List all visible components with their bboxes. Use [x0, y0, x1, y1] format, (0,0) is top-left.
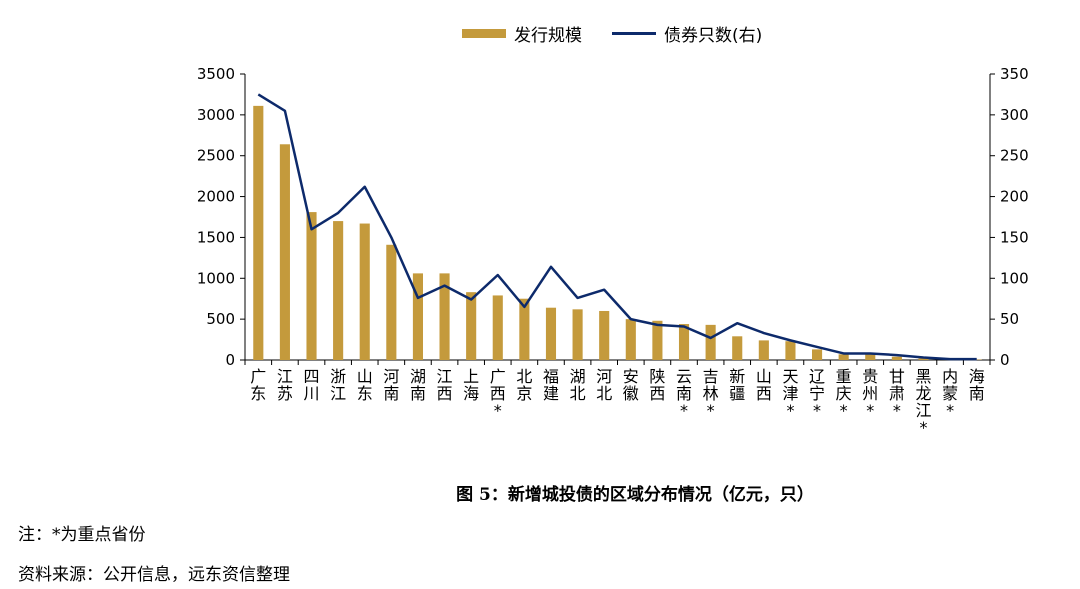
y-tick-label-left: 1000 — [197, 269, 235, 287]
footnote: 注：*为重点省份 — [18, 525, 146, 545]
y-tick-label-right: 300 — [1000, 106, 1029, 124]
x-tick-label: 浙江 — [330, 367, 346, 403]
x-tick-label: 安徽 — [623, 367, 639, 403]
x-tick-label: 新疆 — [729, 367, 745, 403]
bar — [253, 105, 264, 361]
bar — [758, 340, 769, 360]
bar — [732, 336, 743, 360]
x-tick-label: 海南 — [969, 367, 985, 403]
x-tick-label: 四川 — [304, 367, 320, 403]
legend-item-bar: 发行规模 — [462, 21, 582, 46]
bar — [333, 221, 344, 360]
bar — [466, 292, 477, 360]
chart-svg: 0 500 1000 1500 2000 2500 3000 3500 0 50 100 150 200… — [197, 65, 1029, 437]
bar — [439, 273, 450, 360]
x-tick-label: 山东 — [357, 367, 373, 403]
source-note: 资料来源：公开信息，远东资信整理 — [18, 565, 290, 585]
y-tick-label-right: 150 — [1000, 228, 1029, 246]
bar — [652, 320, 663, 360]
bar — [306, 212, 317, 360]
x-tick-label: 天津* — [782, 367, 798, 420]
x-tick-label: 山西 — [756, 367, 772, 403]
legend-swatch-bar — [462, 28, 506, 38]
x-tick-label: 云南* — [676, 367, 692, 420]
bar — [359, 223, 370, 360]
y-tick-label-left: 3000 — [197, 106, 235, 124]
bar — [891, 356, 902, 360]
x-tick-label: 内蒙* — [942, 367, 958, 420]
bar — [519, 298, 530, 360]
x-tick-label: 湖北 — [570, 367, 586, 403]
line-series — [257, 93, 977, 361]
bar — [572, 309, 583, 360]
x-tick-label: 辽宁* — [809, 367, 825, 420]
y-tick-label-right: 350 — [1000, 65, 1029, 83]
x-tick-label: 江苏 — [277, 367, 293, 403]
y-tick-label-right: 100 — [1000, 269, 1029, 287]
x-tick-label: 湖南 — [410, 367, 426, 403]
legend-label-bar: 发行规模 — [514, 25, 582, 46]
bar — [838, 354, 849, 360]
x-tick-label: 贵州* — [862, 367, 878, 420]
bar — [811, 349, 823, 360]
y-tick-label-left: 0 — [225, 351, 235, 369]
x-tick-label: 江西 — [437, 367, 453, 403]
bar — [599, 310, 610, 360]
bar — [705, 324, 716, 360]
x-tick-label: 福建 — [543, 367, 559, 403]
x-tick-label: 河北 — [596, 367, 612, 403]
x-tick-label: 吉林* — [703, 367, 719, 420]
x-tick-label: 甘肃* — [889, 367, 905, 420]
x-tick-label: 上海 — [463, 367, 479, 403]
y-tick-label-left: 1500 — [197, 228, 235, 246]
bar — [785, 341, 796, 360]
x-tick-label: 广西* — [490, 367, 506, 420]
y-tick-label-left: 2500 — [197, 147, 235, 165]
x-tick-label: 河南 — [383, 367, 399, 403]
y-tick-label-left: 3500 — [197, 65, 235, 83]
x-tick-label: 北京 — [516, 367, 532, 403]
bar — [279, 144, 290, 360]
y-tick-label-right: 0 — [1000, 351, 1010, 369]
x-tick-label: 广东 — [250, 367, 266, 403]
y-tick-label-right: 250 — [1000, 147, 1029, 165]
legend-swatch-line — [612, 31, 656, 35]
bar — [545, 307, 557, 360]
y-tick-label-right: 50 — [1000, 310, 1019, 328]
bar — [625, 319, 636, 360]
bar — [412, 273, 424, 360]
figure-caption: 图 5：新增城投债的区域分布情况（亿元，只） — [456, 485, 814, 505]
y-tick-label-right: 200 — [1000, 188, 1029, 206]
bar — [678, 324, 690, 360]
x-tick-label: 重庆* — [836, 367, 852, 420]
bar — [492, 295, 503, 360]
y-tick-label-left: 500 — [206, 310, 235, 328]
x-tick-label: 黑龙江* — [915, 367, 931, 437]
legend: 发行规模 债券只数(右) — [462, 20, 792, 46]
x-tick-label: 陕西 — [649, 367, 665, 403]
bar — [918, 358, 929, 360]
legend-item-line: 债券只数(右) — [612, 21, 762, 46]
y-tick-label-left: 2000 — [197, 188, 235, 206]
bar — [386, 244, 397, 360]
bar — [865, 354, 876, 360]
legend-label-line: 债券只数(右) — [664, 25, 763, 46]
